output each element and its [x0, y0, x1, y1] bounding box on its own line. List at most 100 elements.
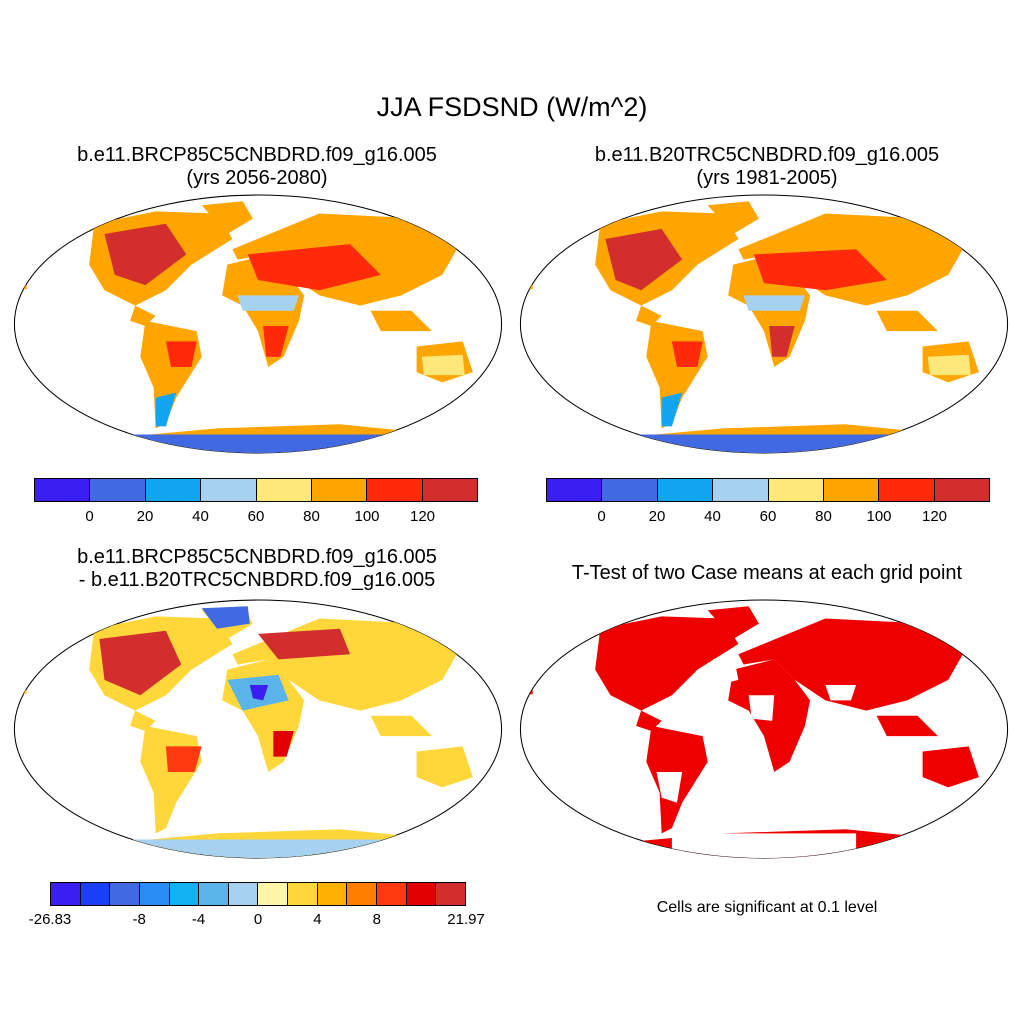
colorbar-top-right-ticks: 0 20 40 60 80 100 120 [546, 508, 990, 528]
panel-title-line1: b.e11.B20TRC5CNBDRD.f09_g16.005 [594, 144, 940, 166]
region-antarctica [84, 434, 443, 453]
region-high [769, 326, 795, 357]
colorbar-swatch [311, 479, 368, 501]
region-low [661, 392, 683, 427]
colorbar-swatch [879, 479, 935, 501]
panel-title-top-right: b.e11.B20TRC5CNBDRD.f09_g16.005 (yrs 198… [515, 144, 1019, 190]
colorbar-tick-label: -8 [132, 911, 146, 928]
colorbar-tick-label: 60 [247, 508, 265, 525]
region-high [671, 341, 703, 367]
region-antarctica [590, 434, 949, 453]
region-not-significant [671, 833, 857, 858]
colorbar-tick-label: 4 [313, 911, 322, 928]
colorbar-swatch [35, 479, 91, 501]
colorbar-swatch [657, 479, 714, 501]
land-fill [528, 201, 979, 453]
colorbar-tick-label: -4 [191, 911, 206, 928]
colorbar-tick-label: 80 [815, 508, 832, 525]
colorbar-tick-label: -26.83 [28, 911, 72, 928]
colorbar-tick-label: 100 [866, 508, 892, 525]
colorbar-difference-ticks: -26.83 -8 -4 0 4 8 21.97 [29, 911, 485, 931]
region-high [104, 223, 187, 286]
colorbar-tick-label: 0 [85, 508, 94, 525]
colorbar-swatch [768, 479, 824, 501]
region-high [247, 244, 381, 291]
region-low [237, 295, 299, 311]
colorbar-tick-label: 20 [136, 508, 154, 525]
map-historical-climatology [519, 194, 1009, 454]
region-decrease [201, 606, 250, 629]
map-difference [13, 599, 503, 859]
region-high [263, 326, 289, 357]
colorbar-tick-label: 120 [409, 508, 436, 525]
region-low [155, 392, 177, 427]
colorbar-swatch [406, 883, 437, 905]
panel-title-line2: (yrs 2056-2080) [186, 167, 328, 189]
figure-title: JJA FSDSND (W/m^2) [376, 92, 648, 122]
region-mid [927, 354, 971, 376]
region-not-significant [656, 771, 683, 803]
map-significance [519, 599, 1009, 859]
significance-caption: Cells are significant at 0.1 level [656, 899, 878, 916]
colorbar-swatch [201, 479, 257, 501]
colorbar-swatch [713, 479, 769, 501]
region-mid [421, 354, 465, 376]
colorbar-swatch [228, 883, 259, 905]
colorbar-tick-label: 40 [192, 508, 209, 525]
panel-title-bottom-right: T-Test of two Case means at each grid po… [571, 562, 963, 584]
region-decrease [249, 684, 269, 701]
panel-title-line1: b.e11.BRCP85C5CNBDRD.f09_g16.005 [77, 144, 437, 166]
colorbar-swatch [934, 479, 989, 501]
colorbar-swatch [199, 883, 229, 905]
colorbar-swatch [422, 479, 477, 501]
colorbar-top-right [546, 478, 990, 502]
colorbar-swatch [377, 883, 407, 905]
colorbar-swatch [367, 479, 423, 501]
colorbar-swatch [139, 883, 170, 905]
significant-cells [528, 606, 979, 858]
region-high [605, 228, 683, 291]
region-increase [273, 731, 294, 757]
colorbar-swatch [145, 479, 202, 501]
region-increase [99, 630, 182, 696]
region-antarctica [84, 839, 443, 858]
colorbar-swatch [51, 883, 81, 905]
colorbar-swatch [258, 883, 289, 905]
region-not-significant [712, 654, 739, 685]
panel-title-line1: b.e11.BRCP85C5CNBDRD.f09_g16.005 [77, 546, 437, 568]
panel-title-bottom-left: b.e11.BRCP85C5CNBDRD.f09_g16.005 - b.e11… [5, 546, 509, 592]
colorbar-swatch [110, 883, 140, 905]
colorbar-swatch [80, 883, 111, 905]
region-high [753, 249, 887, 291]
map-future-climatology [13, 194, 503, 454]
region-not-significant [748, 695, 775, 721]
colorbar-tick-label: 80 [303, 508, 320, 525]
colorbar-tick-label: 0 [597, 508, 606, 525]
colorbar-swatch [169, 883, 200, 905]
panel-title-top-left: b.e11.BRCP85C5CNBDRD.f09_g16.005 (yrs 20… [5, 144, 509, 190]
region-not-significant [825, 684, 857, 701]
colorbar-swatch [347, 883, 378, 905]
colorbar-swatch [288, 883, 318, 905]
land-fill [22, 201, 473, 453]
colorbar-tick-label: 20 [648, 508, 666, 525]
colorbar-tick-label: 0 [253, 911, 263, 928]
colorbar-swatch [823, 479, 880, 501]
colorbar-swatch [602, 479, 658, 501]
colorbar-top-left-ticks: 0 20 40 60 80 100 120 [34, 508, 478, 528]
colorbar-swatch [436, 883, 465, 905]
colorbar-swatch [256, 479, 312, 501]
colorbar-difference [50, 882, 466, 906]
colorbar-top-left [34, 478, 478, 502]
colorbar-tick-label: 21.97 [447, 911, 485, 928]
region-low [743, 295, 805, 311]
colorbar-tick-label: 100 [354, 508, 380, 525]
colorbar-tick-label: 120 [921, 508, 948, 525]
colorbar-tick-label: 40 [704, 508, 721, 525]
region-increase [165, 746, 202, 772]
region-high [165, 341, 197, 367]
colorbar-swatch [90, 479, 146, 501]
colorbar-swatch [317, 883, 348, 905]
region-increase [258, 628, 351, 660]
panel-title-line2: (yrs 1981-2005) [696, 167, 838, 189]
